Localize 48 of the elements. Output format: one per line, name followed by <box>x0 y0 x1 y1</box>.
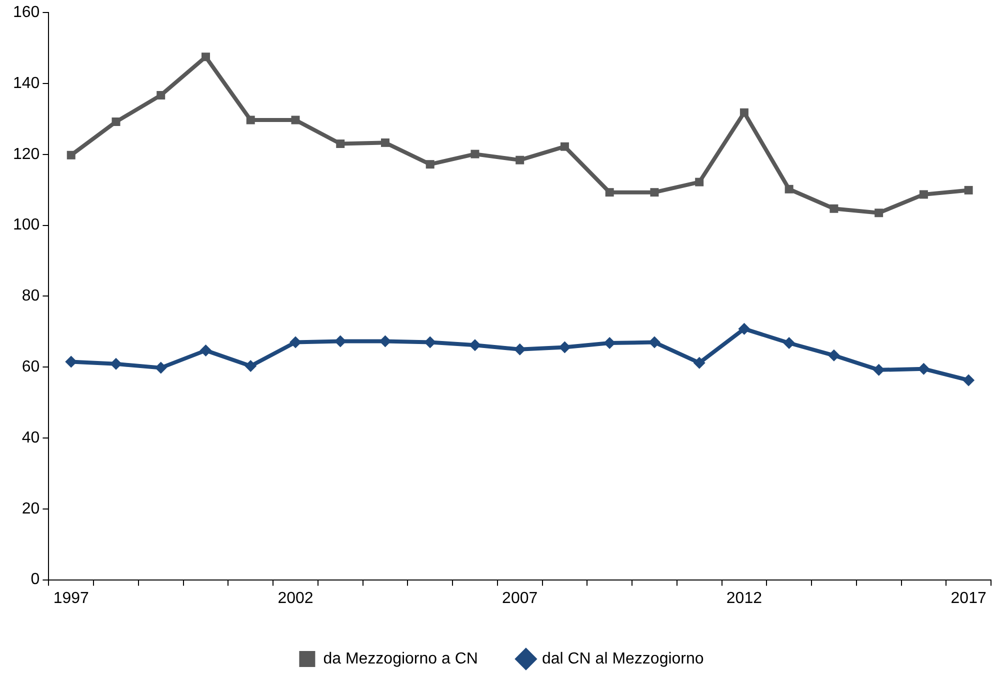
y-tick-label: 80 <box>22 288 40 305</box>
y-tick-label: 0 <box>30 571 40 588</box>
x-tick-label: 2007 <box>502 590 538 607</box>
point <box>112 118 120 126</box>
x-tick-label: 2002 <box>278 590 314 607</box>
point <box>514 343 526 356</box>
point <box>156 90 166 100</box>
point <box>470 150 480 158</box>
point <box>66 150 76 160</box>
y-tick-label: 60 <box>22 358 40 376</box>
point <box>605 188 614 197</box>
point <box>784 184 794 194</box>
y-tick-label: 120 <box>12 146 40 163</box>
point <box>740 108 748 117</box>
y-tick-label: 140 <box>12 74 40 92</box>
point <box>830 204 838 213</box>
point <box>919 190 928 199</box>
y-tick-label: 160 <box>12 4 40 22</box>
point <box>289 336 302 348</box>
point <box>291 116 300 124</box>
point <box>200 344 212 356</box>
y-tick-label: 40 <box>22 429 40 446</box>
point <box>650 188 659 197</box>
point <box>828 349 840 362</box>
x-tick-label: 1997 <box>53 590 90 607</box>
x-tick-label: 2012 <box>726 590 762 607</box>
x-tick-label: 2017 <box>950 590 986 607</box>
point <box>738 322 750 335</box>
point <box>693 356 706 369</box>
point <box>516 156 524 164</box>
y-tick-label: 100 <box>12 216 40 234</box>
point <box>426 160 434 169</box>
point <box>874 208 884 218</box>
point <box>872 364 885 376</box>
point <box>560 142 569 151</box>
point <box>336 140 345 148</box>
point <box>244 360 257 372</box>
y-tick-label: 20 <box>22 500 40 518</box>
point <box>202 52 210 62</box>
point <box>380 138 390 147</box>
point <box>246 116 255 124</box>
point <box>695 178 704 186</box>
legend-label: dal CN al Mezzogiorno <box>542 650 704 668</box>
point <box>783 336 796 349</box>
point <box>962 374 975 386</box>
point <box>964 186 973 194</box>
legend-label: da Mezzogiorno a CN <box>323 650 478 668</box>
point <box>154 362 167 374</box>
